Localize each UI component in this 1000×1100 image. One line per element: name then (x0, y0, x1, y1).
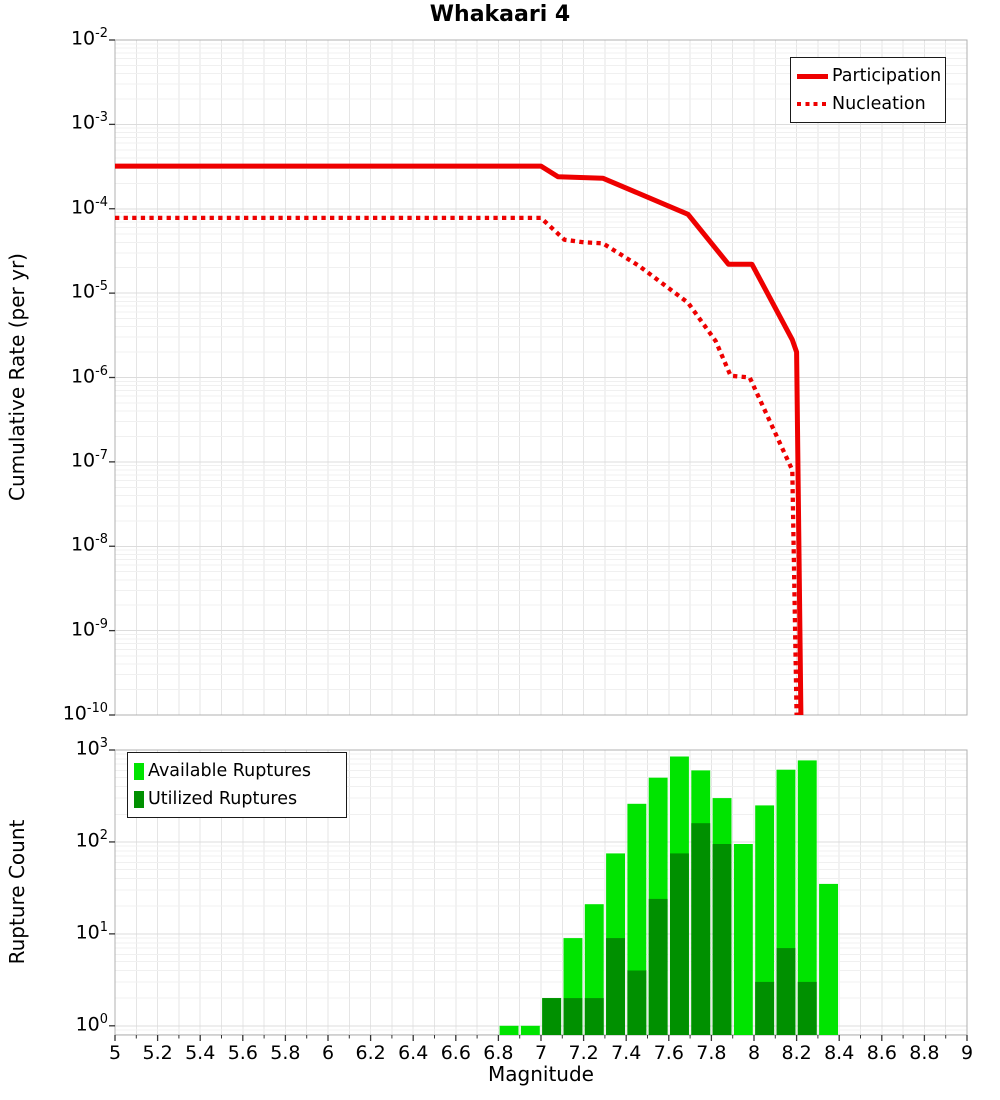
utilized-ruptures-bar (755, 981, 775, 1035)
x-axis-label: Magnitude (488, 1062, 594, 1086)
available-ruptures-bar (797, 760, 817, 1035)
available-ruptures-bar (499, 1025, 519, 1035)
available-ruptures-bar (520, 1025, 540, 1035)
nucleation-line-swatch (797, 101, 828, 107)
utilized-ruptures-bar (797, 981, 817, 1035)
available-ruptures-swatch (134, 762, 144, 780)
utilized-ruptures-bar (606, 938, 625, 1035)
utilized-ruptures-bar (627, 970, 647, 1035)
legend-row-utilized: Utilized Ruptures (134, 785, 338, 813)
available-ruptures-bar (819, 883, 838, 1035)
legend-row-nucleation: Nucleation (797, 90, 937, 118)
participation-legend-label: Participation (832, 66, 942, 86)
utilized-ruptures-bar (584, 998, 604, 1035)
bottom-y-axis-label: Rupture Count (5, 819, 29, 965)
utilized-ruptures-bar (563, 998, 583, 1035)
available-ruptures-legend-label: Available Ruptures (148, 761, 311, 781)
chart-title: Whakaari 4 (429, 2, 571, 27)
participation-line (115, 163, 804, 716)
utilized-ruptures-bar (691, 823, 711, 1035)
participation-line-swatch (797, 73, 828, 79)
nucleation-line (115, 215, 799, 716)
utilized-ruptures-bar (712, 844, 732, 1035)
nucleation-legend-label: Nucleation (832, 94, 926, 114)
utilized-ruptures-bar (670, 853, 689, 1035)
rate-legend: Participation Nucleation (790, 57, 946, 123)
legend-row-participation: Participation (797, 62, 941, 90)
utilized-ruptures-swatch (134, 790, 144, 808)
available-ruptures-bar (755, 805, 775, 1035)
top-y-axis-label: Cumulative Rate (per yr) (5, 253, 29, 501)
utilized-ruptures-bar (776, 948, 796, 1035)
utilized-ruptures-bar (648, 898, 668, 1035)
legend-row-available: Available Ruptures (134, 757, 338, 785)
rupture-legend: Available Ruptures Utilized Ruptures (127, 752, 347, 818)
utilized-ruptures-legend-label: Utilized Ruptures (148, 789, 298, 809)
available-ruptures-bar (733, 844, 753, 1035)
utilized-ruptures-bar (542, 998, 562, 1035)
